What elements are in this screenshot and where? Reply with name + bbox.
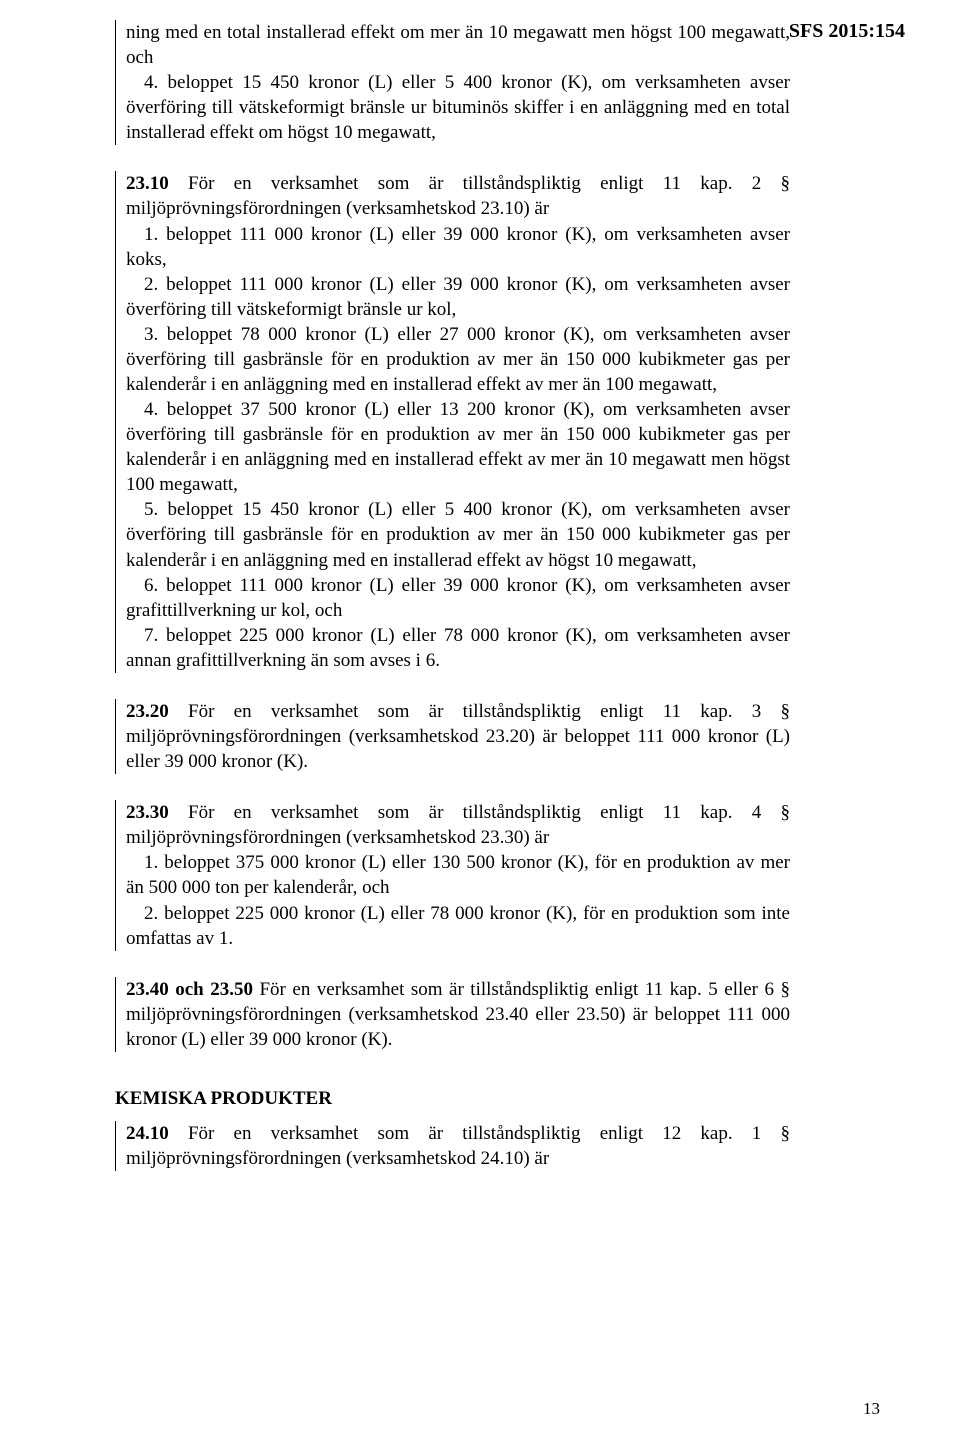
document-body: ning med en total installerad effekt om …	[115, 20, 790, 1171]
para-s2-p4: 4. beloppet 37 500 kronor (L) eller 13 2…	[126, 397, 790, 497]
para-s2-p1: 1. beloppet 111 000 kronor (L) eller 39 …	[126, 222, 790, 272]
para-s2-p5: 5. beloppet 15 450 kronor (L) eller 5 40…	[126, 497, 790, 572]
lead-23-40-50: 23.40 och 23.50 För en verksamhet som är…	[126, 977, 790, 1052]
section-23-30: 23.30 För en verksamhet som är tillstånd…	[115, 800, 790, 950]
section-23-40-50: 23.40 och 23.50 För en verksamhet som är…	[115, 977, 790, 1052]
para-s2-p2: 2. beloppet 111 000 kronor (L) eller 39 …	[126, 272, 790, 322]
page-container: SFS 2015:154 ning med en total installer…	[0, 0, 960, 1449]
heading-kemiska-produkter: KEMISKA PRODUKTER	[115, 1086, 790, 1111]
lead-bold-24-10: 24.10	[126, 1123, 169, 1144]
section-24-10: 24.10 För en verksamhet som är tillstånd…	[115, 1121, 790, 1171]
lead-rest-23-10: För en verksamhet som är tillståndsplikt…	[126, 173, 790, 219]
lead-23-10: 23.10 För en verksamhet som är tillstånd…	[126, 171, 790, 221]
lead-bold-23-10: 23.10	[126, 173, 169, 194]
lead-bold-23-40-50: 23.40 och 23.50	[126, 979, 253, 1000]
para-s1-p2: 4. beloppet 15 450 kronor (L) eller 5 40…	[126, 70, 790, 145]
lead-23-30: 23.30 För en verksamhet som är tillstånd…	[126, 800, 790, 850]
section-1: ning med en total installerad effekt om …	[115, 20, 790, 145]
para-s2-p7: 7. beloppet 225 000 kronor (L) eller 78 …	[126, 623, 790, 673]
para-s4-p1: 1. beloppet 375 000 kronor (L) eller 130…	[126, 850, 790, 900]
para-s4-p2: 2. beloppet 225 000 kronor (L) eller 78 …	[126, 901, 790, 951]
lead-rest-24-10: För en verksamhet som är tillståndsplikt…	[126, 1123, 790, 1169]
lead-rest-23-30: För en verksamhet som är tillståndsplikt…	[126, 802, 790, 848]
page-number: 13	[863, 1399, 880, 1419]
lead-bold-23-20: 23.20	[126, 701, 169, 722]
sfs-label: SFS 2015:154	[789, 20, 905, 43]
para-s2-p6: 6. beloppet 111 000 kronor (L) eller 39 …	[126, 573, 790, 623]
lead-bold-23-30: 23.30	[126, 802, 169, 823]
lead-23-20: 23.20 För en verksamhet som är tillstånd…	[126, 699, 790, 774]
para-s2-p3: 3. beloppet 78 000 kronor (L) eller 27 0…	[126, 322, 790, 397]
lead-rest-23-20: För en verksamhet som är tillståndsplikt…	[126, 701, 790, 772]
section-23-10: 23.10 För en verksamhet som är tillstånd…	[115, 171, 790, 673]
lead-24-10: 24.10 För en verksamhet som är tillstånd…	[126, 1121, 790, 1171]
section-23-20: 23.20 För en verksamhet som är tillstånd…	[115, 699, 790, 774]
para-s1-p1: ning med en total installerad effekt om …	[126, 20, 790, 70]
